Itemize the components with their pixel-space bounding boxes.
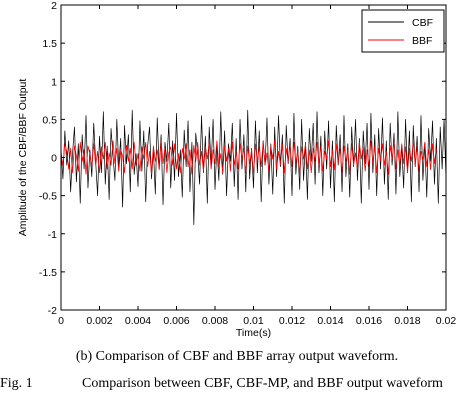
legend-label-cbf: CBF	[412, 17, 433, 29]
y-tick-label: 0	[51, 153, 57, 165]
series-layer	[60, 109, 447, 225]
subfigure-caption: (b) Comparison of CBF and BBF array outp…	[75, 349, 399, 364]
series-line-bbf	[60, 140, 437, 175]
y-axis-label: Amplitude of the CBF/BBF Output	[17, 79, 29, 237]
legend-label-bbf: BBF	[412, 35, 432, 47]
series-line-cbf	[60, 109, 447, 225]
y-tick-label: 2	[51, 0, 57, 12]
chart: 0 0.002 0.004 0.006 0.008 0.01 0.012 0.014 0.016…	[17, 0, 456, 339]
x-tick-label: 0.02	[436, 315, 457, 327]
y-tick-label: 1	[51, 76, 57, 88]
x-tick-label: 0.018	[394, 315, 420, 327]
figure-number: Fig. 1	[0, 376, 33, 391]
y-tick-label: 1.5	[42, 38, 57, 50]
x-tick-label: 0.004	[125, 315, 151, 327]
x-tick-label: 0.006	[163, 315, 189, 327]
y-tick-label: -1	[48, 229, 57, 241]
y-tick-label: -0.5	[39, 191, 57, 203]
y-tick-label: 0.5	[42, 114, 57, 126]
y-tick-label: -2	[48, 305, 57, 317]
x-axis-label: Time(s)	[236, 327, 271, 339]
figure-caption-text: Comparison between CBF, CBF-MP, and BBF …	[82, 376, 443, 391]
x-tick-label: 0.002	[86, 315, 112, 327]
y-tick-label: -1.5	[39, 267, 57, 279]
plot-area: 0 0.002 0.004 0.006 0.008 0.01 0.012 0.014 0.016…	[39, 0, 456, 327]
x-tick-label: 0.008	[202, 315, 228, 327]
x-tick-label: 0.014	[317, 315, 343, 327]
x-tick-label: 0	[58, 315, 64, 327]
x-tick-label: 0.016	[356, 315, 382, 327]
x-tick-label: 0.012	[279, 315, 305, 327]
figure-caption: Fig. 1 Comparison between CBF, CBF-MP, an…	[0, 376, 474, 392]
legend-box	[361, 9, 445, 53]
ticks-layer: 0 0.002 0.004 0.006 0.008 0.01 0.012 0.014 0.016…	[39, 0, 456, 327]
x-tick-label: 0.01	[243, 315, 264, 327]
legend: CBF BBF	[361, 9, 445, 53]
